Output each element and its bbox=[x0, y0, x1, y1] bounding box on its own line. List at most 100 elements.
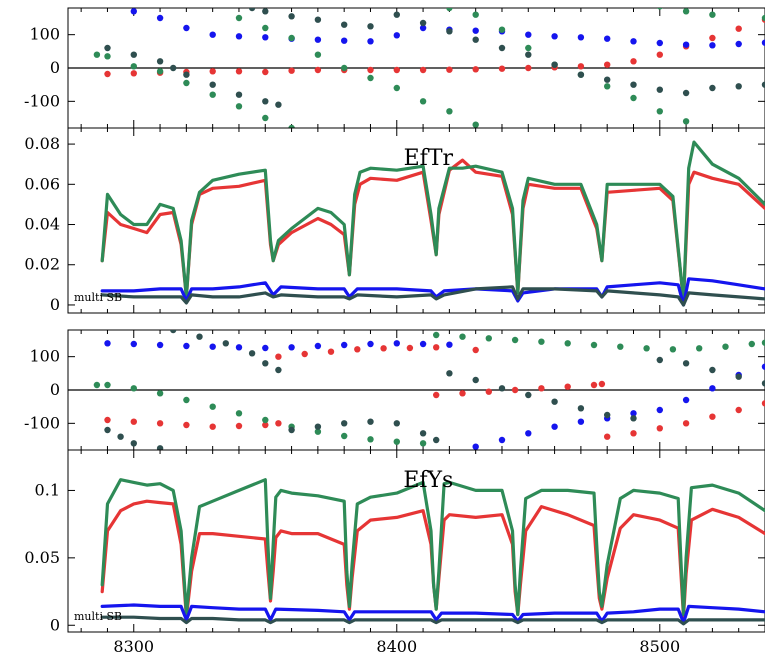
efficiency-line-1 bbox=[100, 478, 765, 617]
phase-point bbox=[301, 350, 308, 358]
phase-series-0 bbox=[104, 16, 765, 78]
phase-point bbox=[314, 66, 322, 74]
phase-point bbox=[577, 405, 585, 412]
panel-EfTr: 0 0.02 0.04 0.06 0.08 EfTr multi SB bbox=[24, 127, 765, 314]
phase-point bbox=[104, 340, 111, 347]
phase-point bbox=[446, 8, 453, 12]
phase-point bbox=[538, 338, 545, 345]
phase-point bbox=[262, 421, 269, 429]
phase-point bbox=[472, 121, 479, 128]
phase-point bbox=[709, 366, 716, 374]
y-tick-label: 0 bbox=[50, 295, 60, 314]
phase-point bbox=[446, 370, 453, 377]
phase-point bbox=[511, 386, 519, 394]
plot-area bbox=[100, 140, 765, 307]
phase-point bbox=[380, 345, 387, 352]
phase-point bbox=[459, 390, 466, 397]
phase-point bbox=[262, 8, 269, 15]
phase-point bbox=[235, 103, 243, 110]
phase-point bbox=[130, 8, 137, 15]
phase-point bbox=[761, 39, 765, 46]
phase-point bbox=[643, 345, 650, 352]
phase-point bbox=[406, 344, 414, 352]
phase-point bbox=[630, 415, 637, 422]
phase-point bbox=[419, 19, 427, 27]
phase-point bbox=[367, 436, 374, 443]
phase-point bbox=[748, 340, 755, 348]
phase-point bbox=[314, 36, 322, 43]
phase-point bbox=[419, 66, 427, 74]
phase-point bbox=[761, 380, 765, 387]
phase-point bbox=[709, 385, 716, 392]
phase-point bbox=[130, 385, 137, 392]
phase-point bbox=[262, 416, 269, 424]
phase-point bbox=[630, 81, 637, 88]
phase-point bbox=[209, 423, 216, 430]
phase-point bbox=[367, 74, 374, 82]
phase-point bbox=[525, 391, 532, 399]
phase-series-2 bbox=[93, 1, 765, 128]
phase-point bbox=[314, 342, 322, 350]
phase-point bbox=[367, 66, 374, 74]
phase-point bbox=[709, 34, 716, 42]
panel-annotation: multi SB bbox=[74, 291, 122, 304]
phase-point bbox=[170, 330, 177, 334]
phase-point bbox=[235, 68, 243, 75]
phase-point bbox=[682, 118, 690, 125]
y-tick-label: 0.02 bbox=[24, 255, 60, 274]
phase-point bbox=[314, 51, 322, 58]
plot-area bbox=[93, 1, 765, 128]
y-tick-label: 0 bbox=[50, 380, 60, 399]
phase-point bbox=[235, 410, 243, 417]
phase-point bbox=[130, 418, 137, 425]
phase-point bbox=[630, 410, 637, 417]
phase-point bbox=[656, 356, 663, 364]
phase-point bbox=[314, 428, 322, 435]
phase-point bbox=[525, 44, 532, 52]
phase-point bbox=[288, 426, 295, 434]
phase-point bbox=[525, 430, 532, 437]
phase-point bbox=[525, 64, 532, 72]
phase-point bbox=[419, 430, 427, 437]
panel-title: EfYs bbox=[403, 468, 453, 493]
phase-point bbox=[433, 344, 440, 351]
phase-point bbox=[761, 363, 765, 370]
phase-point bbox=[446, 341, 453, 348]
phase-point bbox=[761, 339, 765, 346]
phase-point bbox=[209, 68, 216, 75]
y-tick-label: 100 bbox=[29, 347, 60, 366]
phase-point bbox=[498, 385, 506, 392]
phase-point bbox=[472, 376, 479, 384]
phase-point bbox=[604, 411, 611, 419]
phase-point bbox=[419, 98, 427, 105]
phase-point bbox=[130, 70, 137, 77]
phase-point bbox=[761, 81, 765, 88]
phase-point bbox=[104, 70, 111, 78]
phase-point bbox=[183, 24, 190, 32]
phase-point bbox=[341, 37, 348, 44]
phase-point bbox=[682, 8, 690, 15]
phase-series-1 bbox=[104, 340, 765, 450]
phase-point bbox=[604, 433, 611, 440]
phase-point bbox=[196, 1, 202, 7]
plot-area bbox=[93, 330, 765, 450]
plot-frame bbox=[67, 127, 765, 314]
phase-point bbox=[209, 91, 216, 98]
phase-point bbox=[446, 108, 453, 115]
phase-point bbox=[341, 432, 348, 440]
phase-point bbox=[709, 413, 716, 420]
phase-point bbox=[367, 418, 374, 425]
phase-point bbox=[275, 366, 282, 374]
phase-point bbox=[564, 383, 571, 390]
plot-frame bbox=[67, 449, 765, 633]
phase-point bbox=[183, 396, 190, 404]
phase-point bbox=[604, 61, 611, 68]
phase-point bbox=[656, 425, 663, 432]
phase-point bbox=[604, 76, 611, 83]
phase-point bbox=[130, 63, 137, 70]
phase-point bbox=[419, 440, 427, 447]
phase-point bbox=[156, 68, 164, 75]
phase-point bbox=[630, 94, 637, 102]
x-tick-label: 8300 bbox=[113, 637, 154, 656]
